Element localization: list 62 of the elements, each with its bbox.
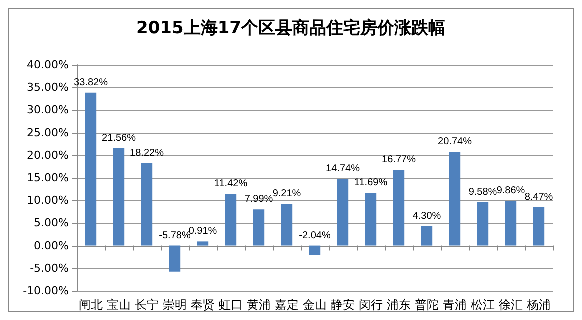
bar: [477, 202, 489, 246]
x-tick-label: 徐汇: [499, 298, 523, 312]
x-tick-label: 长宁: [135, 298, 159, 312]
bar: [113, 148, 125, 246]
bar: [225, 194, 237, 246]
data-label: 9.86%: [496, 186, 526, 197]
data-label: -2.04%: [299, 230, 331, 242]
x-tick-label: 浦东: [387, 298, 411, 312]
chart-title: 2015上海17个区县商品住宅房价涨跌幅: [136, 18, 446, 38]
x-tick-label: 虹口: [219, 298, 243, 312]
x-tick-label: 青浦: [443, 298, 467, 312]
y-tick-label: 10.00%: [27, 194, 69, 208]
bar: [337, 179, 349, 246]
x-tick-label: 崇明: [163, 298, 187, 312]
bar: [505, 201, 517, 246]
x-tick-label: 黄浦: [247, 298, 271, 312]
y-tick-label: 15.00%: [27, 172, 69, 184]
x-tick-label: 杨浦: [526, 298, 551, 312]
data-label: 11.69%: [354, 177, 388, 188]
y-tick-label: 5.00%: [34, 216, 69, 230]
y-tick-label: 25.00%: [27, 126, 69, 140]
bar: [253, 210, 265, 246]
x-tick-label: 静安: [331, 298, 355, 312]
y-tick-label: 30.00%: [27, 104, 69, 117]
x-tick-label: 金山: [303, 298, 327, 312]
data-label: 20.74%: [438, 136, 472, 148]
x-tick-label: 普陀: [415, 298, 439, 312]
data-label: 9.58%: [468, 187, 498, 198]
x-tick-label: 奉贤: [191, 298, 215, 312]
bar: [449, 152, 461, 246]
data-label: 8.47%: [524, 192, 554, 204]
bar: [169, 246, 181, 272]
data-label: 21.56%: [102, 132, 136, 144]
data-label: 9.21%: [272, 188, 302, 200]
data-label: 33.82%: [74, 77, 108, 88]
y-tick-label: 35.00%: [27, 81, 69, 94]
x-tick-label: 宝山: [107, 298, 131, 312]
bar: [421, 226, 433, 246]
bar: [393, 170, 405, 246]
bar: [365, 192, 377, 246]
y-tick-label: 40.00%: [27, 58, 69, 72]
data-label: -5.78%: [159, 230, 191, 242]
x-tick-label: 嘉定: [275, 298, 299, 312]
data-label: 16.77%: [382, 154, 416, 166]
bar: [309, 246, 321, 256]
data-label: 4.30%: [412, 210, 442, 222]
y-tick-label: -10.00%: [23, 284, 69, 298]
y-tick-label: -5.00%: [30, 262, 69, 275]
bar: [533, 208, 545, 246]
bar: [141, 163, 153, 246]
bar: [85, 92, 97, 246]
x-tick-label: 松江: [471, 298, 495, 312]
data-label: 14.74%: [326, 164, 360, 175]
data-label: 18.22%: [130, 148, 164, 159]
bar: [281, 204, 293, 246]
y-tick-label: 0.00%: [34, 239, 69, 252]
x-tick-label: 闸北: [79, 298, 103, 312]
bar: [197, 242, 209, 246]
data-label: 7.99%: [244, 194, 274, 206]
data-label: 11.42%: [214, 178, 248, 190]
y-tick-label: 20.00%: [27, 148, 69, 162]
x-tick-label: 闵行: [359, 298, 383, 312]
